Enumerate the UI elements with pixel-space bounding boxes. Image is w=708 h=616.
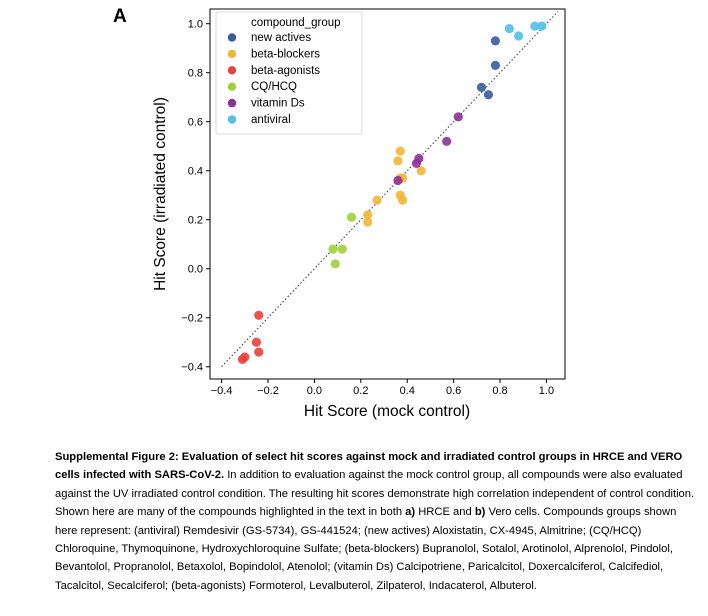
x-tick-label: 0.0 [307, 385, 322, 397]
data-point [393, 175, 403, 186]
x-tick-label: 0.4 [400, 385, 415, 397]
y-axis-label: Hit Score (irradiated control) [152, 97, 169, 291]
data-point [251, 337, 262, 347]
caption-text-2: HRCE and [415, 506, 475, 519]
data-point [372, 195, 382, 205]
y-tick-label: 0.2 [188, 215, 203, 227]
data-point [395, 146, 405, 156]
data-point [393, 156, 403, 166]
data-point [237, 354, 248, 364]
y-tick-label: −0.2 [181, 313, 203, 325]
x-tick-label: −0.4 [211, 385, 233, 397]
data-point [337, 244, 347, 254]
y-axis-ticks: −0.4 −0.2 0.0 0.2 0.4 0.6 0.8 1.0 [181, 19, 210, 374]
data-point [397, 195, 408, 205]
identity-line [221, 11, 559, 368]
caption-title: Supplemental Figure 2: Evaluation of sel… [55, 451, 683, 482]
x-tick-label: −0.2 [257, 385, 279, 397]
y-tick-label: 0.6 [188, 117, 203, 129]
data-point [346, 212, 357, 222]
data-point [416, 166, 426, 176]
data-point [476, 82, 487, 93]
y-tick-label: −0.4 [181, 362, 203, 374]
data-point [453, 112, 463, 122]
y-tick-label: 0.4 [188, 166, 203, 178]
legend-marker [227, 66, 237, 75]
data-point [504, 24, 514, 34]
scatter-chart: −0.4 −0.2 0.0 0.2 0.4 0.6 0.8 1.0 −0.4 −0.2 0.0 0.… [152, 8, 566, 420]
legend-label: beta-blockers [251, 48, 320, 60]
legend-marker [227, 49, 237, 59]
data-point [442, 136, 452, 146]
y-tick-label: 0.8 [188, 68, 203, 80]
y-tick-label: 0.0 [188, 264, 203, 276]
caption-text-1: In addition to evaluation against the mo… [55, 469, 695, 519]
x-axis-label: Hit Score (mock control) [304, 403, 470, 420]
legend: compound_group new actives beta-blockers b… [215, 11, 363, 135]
data-point [363, 210, 373, 220]
x-tick-label: 0.2 [353, 385, 368, 397]
x-tick-label: 1.0 [539, 385, 554, 397]
legend-label: new actives [251, 32, 311, 44]
plot-frame [209, 8, 566, 380]
data-point [328, 244, 338, 254]
legend-marker [227, 115, 237, 124]
data-points [237, 21, 547, 364]
data-point [530, 21, 540, 31]
x-tick-label: 0.6 [446, 385, 461, 397]
data-point [411, 158, 422, 168]
legend-box [215, 11, 363, 135]
legend-label: beta-agonists [251, 65, 320, 77]
data-point [513, 31, 524, 41]
y-tick-label: 1.0 [188, 19, 203, 31]
legend-label: vitamin Ds [251, 98, 305, 110]
legend-marker [227, 82, 237, 91]
panel-label: A [113, 6, 127, 27]
legend-label: antiviral [251, 114, 291, 126]
legend-marker [227, 33, 237, 42]
data-point [483, 90, 494, 100]
caption-text-3: Vero cells. Compounds groups shown here … [55, 506, 677, 592]
x-axis-ticks: −0.4 −0.2 0.0 0.2 0.4 0.6 0.8 1.0 [211, 379, 554, 397]
data-point [330, 259, 340, 269]
x-tick-label: 0.8 [492, 385, 507, 397]
legend-marker [227, 98, 237, 108]
caption-label-a: a) [405, 506, 416, 519]
legend-title: compound_group [251, 17, 341, 29]
data-point [490, 36, 500, 46]
data-point [363, 217, 373, 227]
data-point [490, 60, 500, 70]
legend-label: CQ/HCQ [251, 81, 297, 93]
data-point [254, 310, 264, 320]
figure-caption: Supplemental Figure 2: Evaluation of sel… [55, 448, 700, 595]
data-point [537, 21, 547, 31]
caption-label-b: b) [474, 506, 486, 519]
data-point [254, 347, 264, 357]
